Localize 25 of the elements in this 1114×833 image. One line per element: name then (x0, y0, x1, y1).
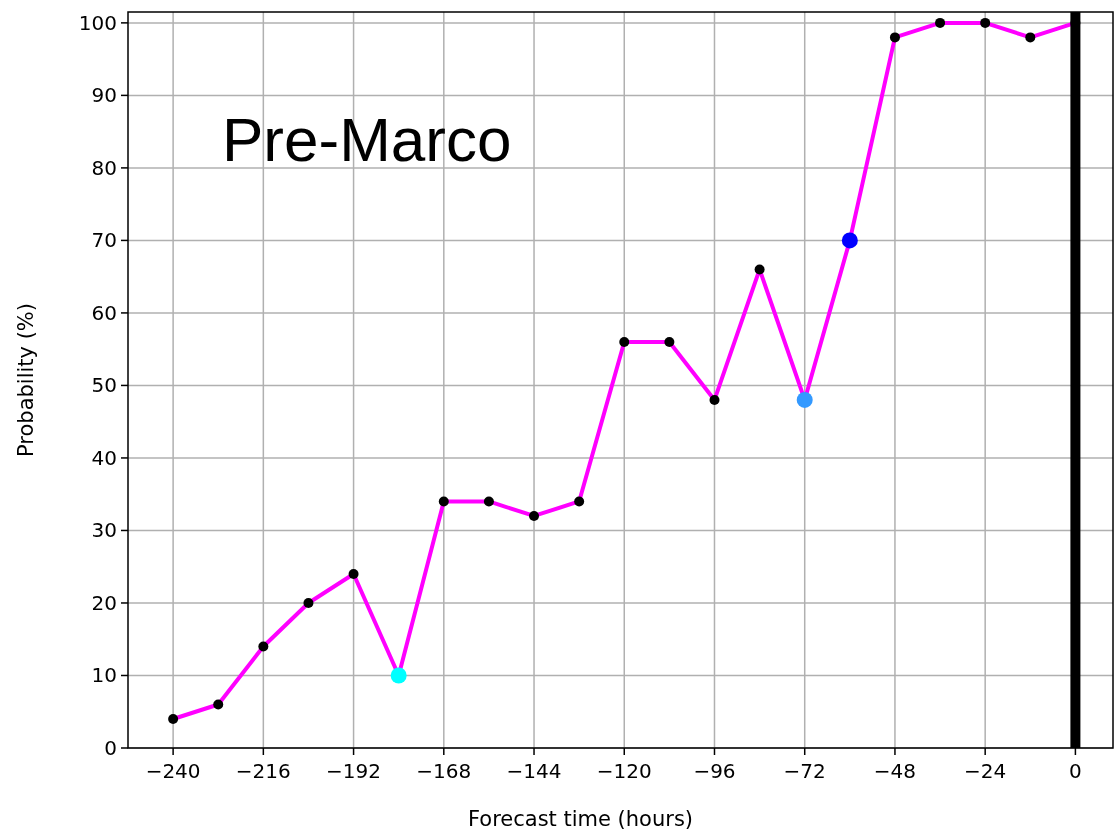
y-tick-label: 20 (91, 590, 117, 615)
y-tick-label: 10 (91, 663, 117, 688)
y-tick-label: 80 (91, 155, 117, 180)
x-tick-label: −48 (873, 759, 917, 783)
y-tick-label: 70 (91, 228, 117, 253)
x-tick-label: −168 (416, 759, 472, 783)
y-tick-label: 0 (104, 736, 117, 760)
x-tick-label: −144 (506, 759, 562, 783)
x-tick-label: 0 (1069, 759, 1082, 783)
x-tick-label: −120 (596, 759, 652, 783)
y-tick-label: 40 (91, 445, 117, 470)
x-tick-label: −216 (235, 759, 291, 783)
y-tick-label: 30 (91, 518, 117, 543)
y-tick-label: 50 (91, 373, 117, 398)
annotation: Pre-Marco (222, 105, 512, 174)
x-tick-label: −24 (964, 759, 1007, 783)
y-axis-title: Probability (%) (14, 302, 38, 458)
x-tick-label: −72 (783, 759, 826, 783)
x-axis-title: Forecast time (hours) (467, 807, 694, 831)
x-tick-label: −192 (326, 759, 382, 783)
y-tick-label: 60 (91, 300, 117, 325)
y-tick-label: 90 (91, 83, 117, 108)
y-tick-label: 100 (78, 10, 117, 35)
x-tick-label: −240 (145, 759, 201, 783)
x-tick-label: −96 (693, 759, 736, 783)
